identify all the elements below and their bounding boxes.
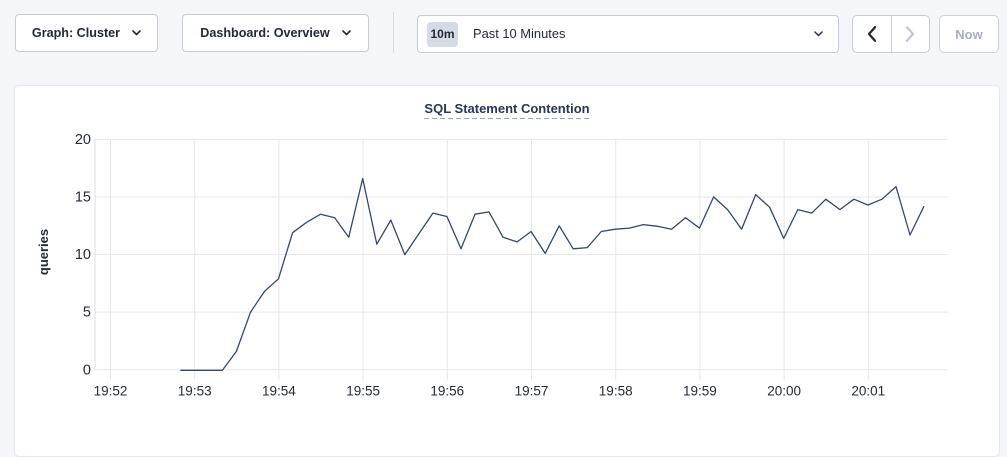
svg-text:19:52: 19:52 <box>94 384 128 399</box>
svg-text:5: 5 <box>83 305 91 321</box>
svg-text:15: 15 <box>75 189 91 205</box>
svg-text:19:55: 19:55 <box>346 384 380 399</box>
svg-text:20:00: 20:00 <box>767 384 801 399</box>
svg-text:19:59: 19:59 <box>683 384 717 399</box>
svg-text:10: 10 <box>75 247 91 263</box>
svg-text:19:57: 19:57 <box>515 384 549 399</box>
svg-text:19:58: 19:58 <box>599 384 633 399</box>
svg-text:19:53: 19:53 <box>178 384 212 399</box>
svg-text:queries: queries <box>36 229 51 275</box>
svg-text:20: 20 <box>75 132 91 148</box>
svg-text:0: 0 <box>83 362 91 378</box>
svg-text:19:54: 19:54 <box>262 384 296 399</box>
svg-text:19:56: 19:56 <box>430 384 464 399</box>
svg-text:20:01: 20:01 <box>851 384 885 399</box>
